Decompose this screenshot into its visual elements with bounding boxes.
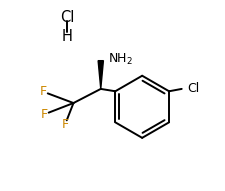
Text: Cl: Cl bbox=[59, 10, 74, 25]
Text: F: F bbox=[61, 118, 68, 131]
Polygon shape bbox=[98, 61, 103, 89]
Text: Cl: Cl bbox=[187, 82, 199, 96]
Text: F: F bbox=[40, 85, 47, 98]
Text: NH$_2$: NH$_2$ bbox=[108, 52, 133, 67]
Text: F: F bbox=[40, 108, 48, 121]
Text: H: H bbox=[61, 29, 72, 44]
